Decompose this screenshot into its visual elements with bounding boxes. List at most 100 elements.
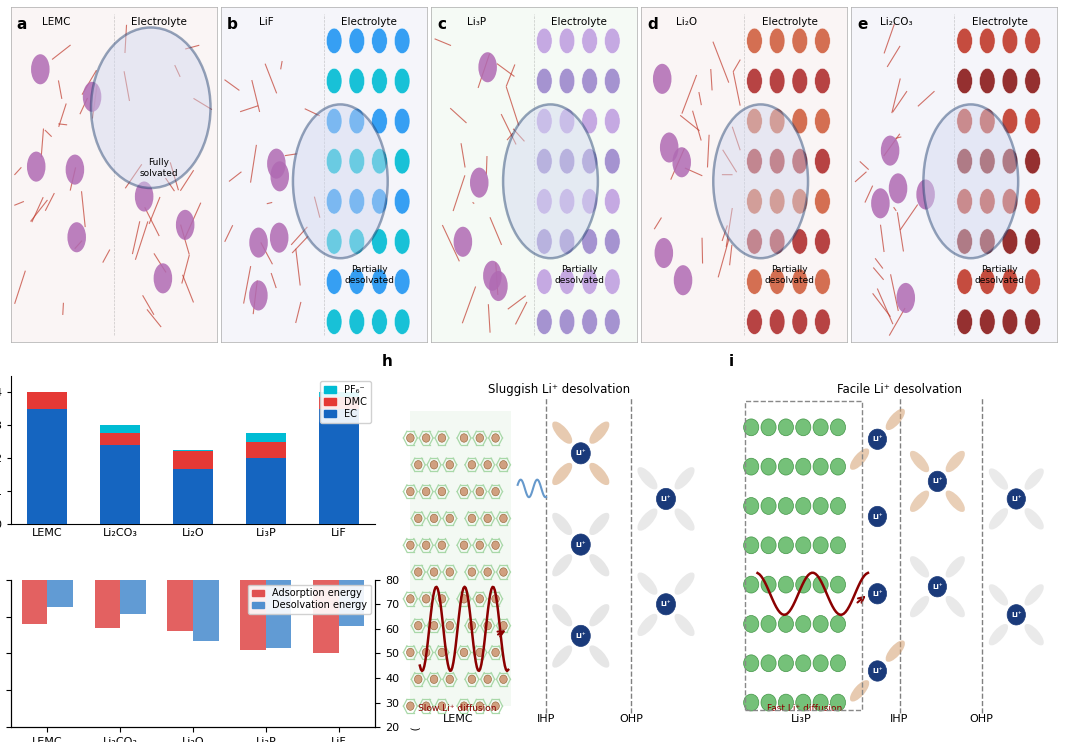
Circle shape: [896, 283, 915, 313]
Circle shape: [372, 68, 388, 93]
Circle shape: [815, 68, 830, 93]
Circle shape: [1002, 148, 1018, 174]
Text: Li⁺: Li⁺: [932, 479, 943, 485]
Circle shape: [779, 577, 794, 593]
Bar: [173, 451, 214, 470]
Circle shape: [407, 434, 414, 442]
Circle shape: [430, 568, 438, 577]
Circle shape: [394, 148, 410, 174]
Text: IHP: IHP: [891, 714, 909, 723]
Circle shape: [779, 498, 794, 514]
Circle shape: [957, 309, 973, 335]
Circle shape: [769, 108, 785, 134]
Circle shape: [582, 309, 597, 335]
Circle shape: [394, 229, 410, 255]
Circle shape: [761, 655, 776, 672]
Text: LEMC: LEMC: [42, 18, 70, 27]
Bar: [193, 432, 219, 505]
Circle shape: [815, 309, 830, 335]
Circle shape: [979, 28, 995, 53]
Circle shape: [536, 229, 552, 255]
Ellipse shape: [638, 573, 658, 595]
Circle shape: [270, 161, 289, 191]
Circle shape: [536, 269, 552, 295]
Circle shape: [796, 655, 811, 672]
Ellipse shape: [910, 490, 929, 512]
Bar: [246, 458, 286, 524]
Circle shape: [422, 594, 430, 603]
Circle shape: [65, 154, 84, 185]
Ellipse shape: [638, 614, 658, 636]
Circle shape: [779, 419, 794, 436]
Ellipse shape: [885, 409, 905, 430]
Circle shape: [1025, 108, 1040, 134]
Ellipse shape: [293, 105, 388, 258]
Circle shape: [327, 188, 342, 214]
Bar: [120, 432, 145, 614]
Circle shape: [747, 269, 763, 295]
Circle shape: [422, 649, 430, 657]
Text: Li⁺: Li⁺: [1011, 496, 1022, 502]
Circle shape: [796, 577, 811, 593]
Circle shape: [327, 148, 342, 174]
Circle shape: [674, 265, 692, 295]
Circle shape: [868, 583, 886, 604]
Circle shape: [957, 188, 973, 214]
Circle shape: [414, 622, 422, 630]
Circle shape: [1025, 148, 1040, 174]
Circle shape: [500, 675, 507, 683]
Circle shape: [372, 28, 388, 53]
Circle shape: [349, 269, 364, 295]
Text: Li⁺: Li⁺: [576, 633, 586, 639]
Circle shape: [430, 622, 438, 630]
Bar: [168, 432, 193, 631]
Circle shape: [653, 64, 672, 94]
Circle shape: [438, 702, 445, 710]
Ellipse shape: [910, 451, 929, 472]
Ellipse shape: [590, 554, 610, 577]
Bar: [246, 433, 286, 441]
Circle shape: [454, 227, 472, 257]
Bar: [21, 432, 47, 499]
Bar: [313, 432, 339, 654]
Circle shape: [430, 675, 438, 683]
Circle shape: [957, 28, 973, 53]
Circle shape: [414, 675, 422, 683]
Circle shape: [813, 616, 828, 632]
Circle shape: [372, 229, 388, 255]
Circle shape: [815, 148, 830, 174]
Legend: Adsorption energy, Desolvation energy: Adsorption energy, Desolvation energy: [248, 585, 371, 614]
Circle shape: [813, 459, 828, 475]
Circle shape: [327, 229, 342, 255]
Text: Li⁺: Li⁺: [576, 542, 586, 548]
Ellipse shape: [503, 105, 598, 258]
Bar: [240, 432, 266, 650]
Circle shape: [743, 577, 758, 593]
Circle shape: [582, 188, 597, 214]
Circle shape: [779, 537, 794, 554]
Circle shape: [491, 487, 500, 496]
Circle shape: [349, 229, 364, 255]
Circle shape: [660, 133, 678, 162]
Text: e: e: [858, 18, 868, 33]
Text: Li⁺: Li⁺: [661, 601, 672, 607]
Text: Partially
desolvated: Partially desolvated: [975, 265, 1024, 285]
Circle shape: [491, 434, 500, 442]
Ellipse shape: [989, 508, 1008, 530]
Circle shape: [394, 188, 410, 214]
Text: Li⁺: Li⁺: [873, 436, 883, 442]
Circle shape: [868, 506, 886, 527]
Circle shape: [1025, 188, 1040, 214]
Text: Electrolyte: Electrolyte: [551, 18, 608, 27]
Ellipse shape: [675, 508, 694, 531]
Bar: [313, 432, 339, 510]
Text: Electrolyte: Electrolyte: [761, 18, 817, 27]
Circle shape: [446, 675, 454, 683]
Circle shape: [813, 655, 828, 672]
Circle shape: [813, 537, 828, 554]
Circle shape: [349, 28, 364, 53]
Circle shape: [468, 622, 475, 630]
Circle shape: [249, 280, 268, 310]
Circle shape: [407, 541, 414, 549]
Circle shape: [769, 68, 785, 93]
